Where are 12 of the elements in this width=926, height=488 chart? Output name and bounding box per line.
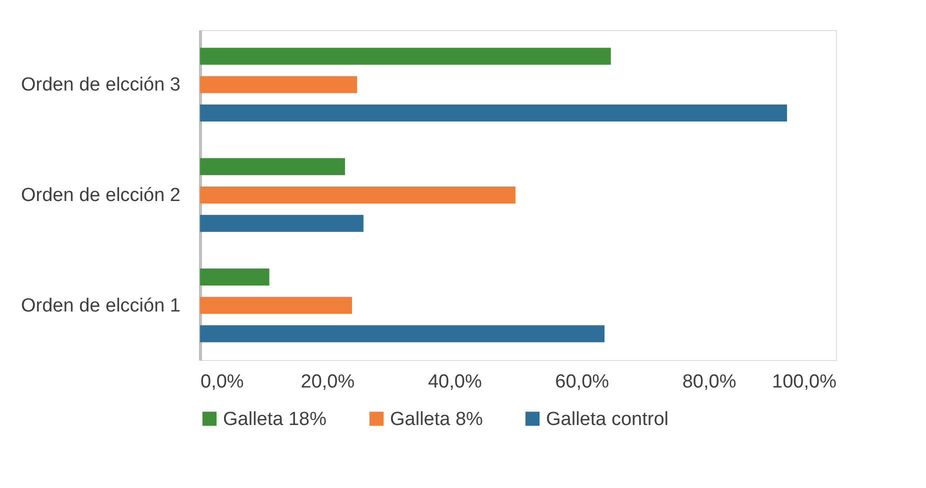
y-tick-label: Orden de elcción 3 <box>21 74 180 96</box>
legend-label: Galleta 18% <box>223 408 327 430</box>
y-tick-label: Orden de elcción 2 <box>21 185 180 206</box>
legend-label: Galleta control <box>546 408 669 430</box>
x-tick-label: 100,0% <box>772 372 837 392</box>
x-tick-label: 80,0% <box>682 372 736 392</box>
x-tick-label: 0,0% <box>200 372 244 392</box>
x-tick-label: 20,0% <box>300 372 355 392</box>
y-tick-label: Orden de elcción 1 <box>21 295 180 316</box>
legend-label: Galleta 8% <box>390 408 484 430</box>
x-tick-label: 40,0% <box>428 372 482 392</box>
x-tick-label: 60,0% <box>555 372 610 392</box>
